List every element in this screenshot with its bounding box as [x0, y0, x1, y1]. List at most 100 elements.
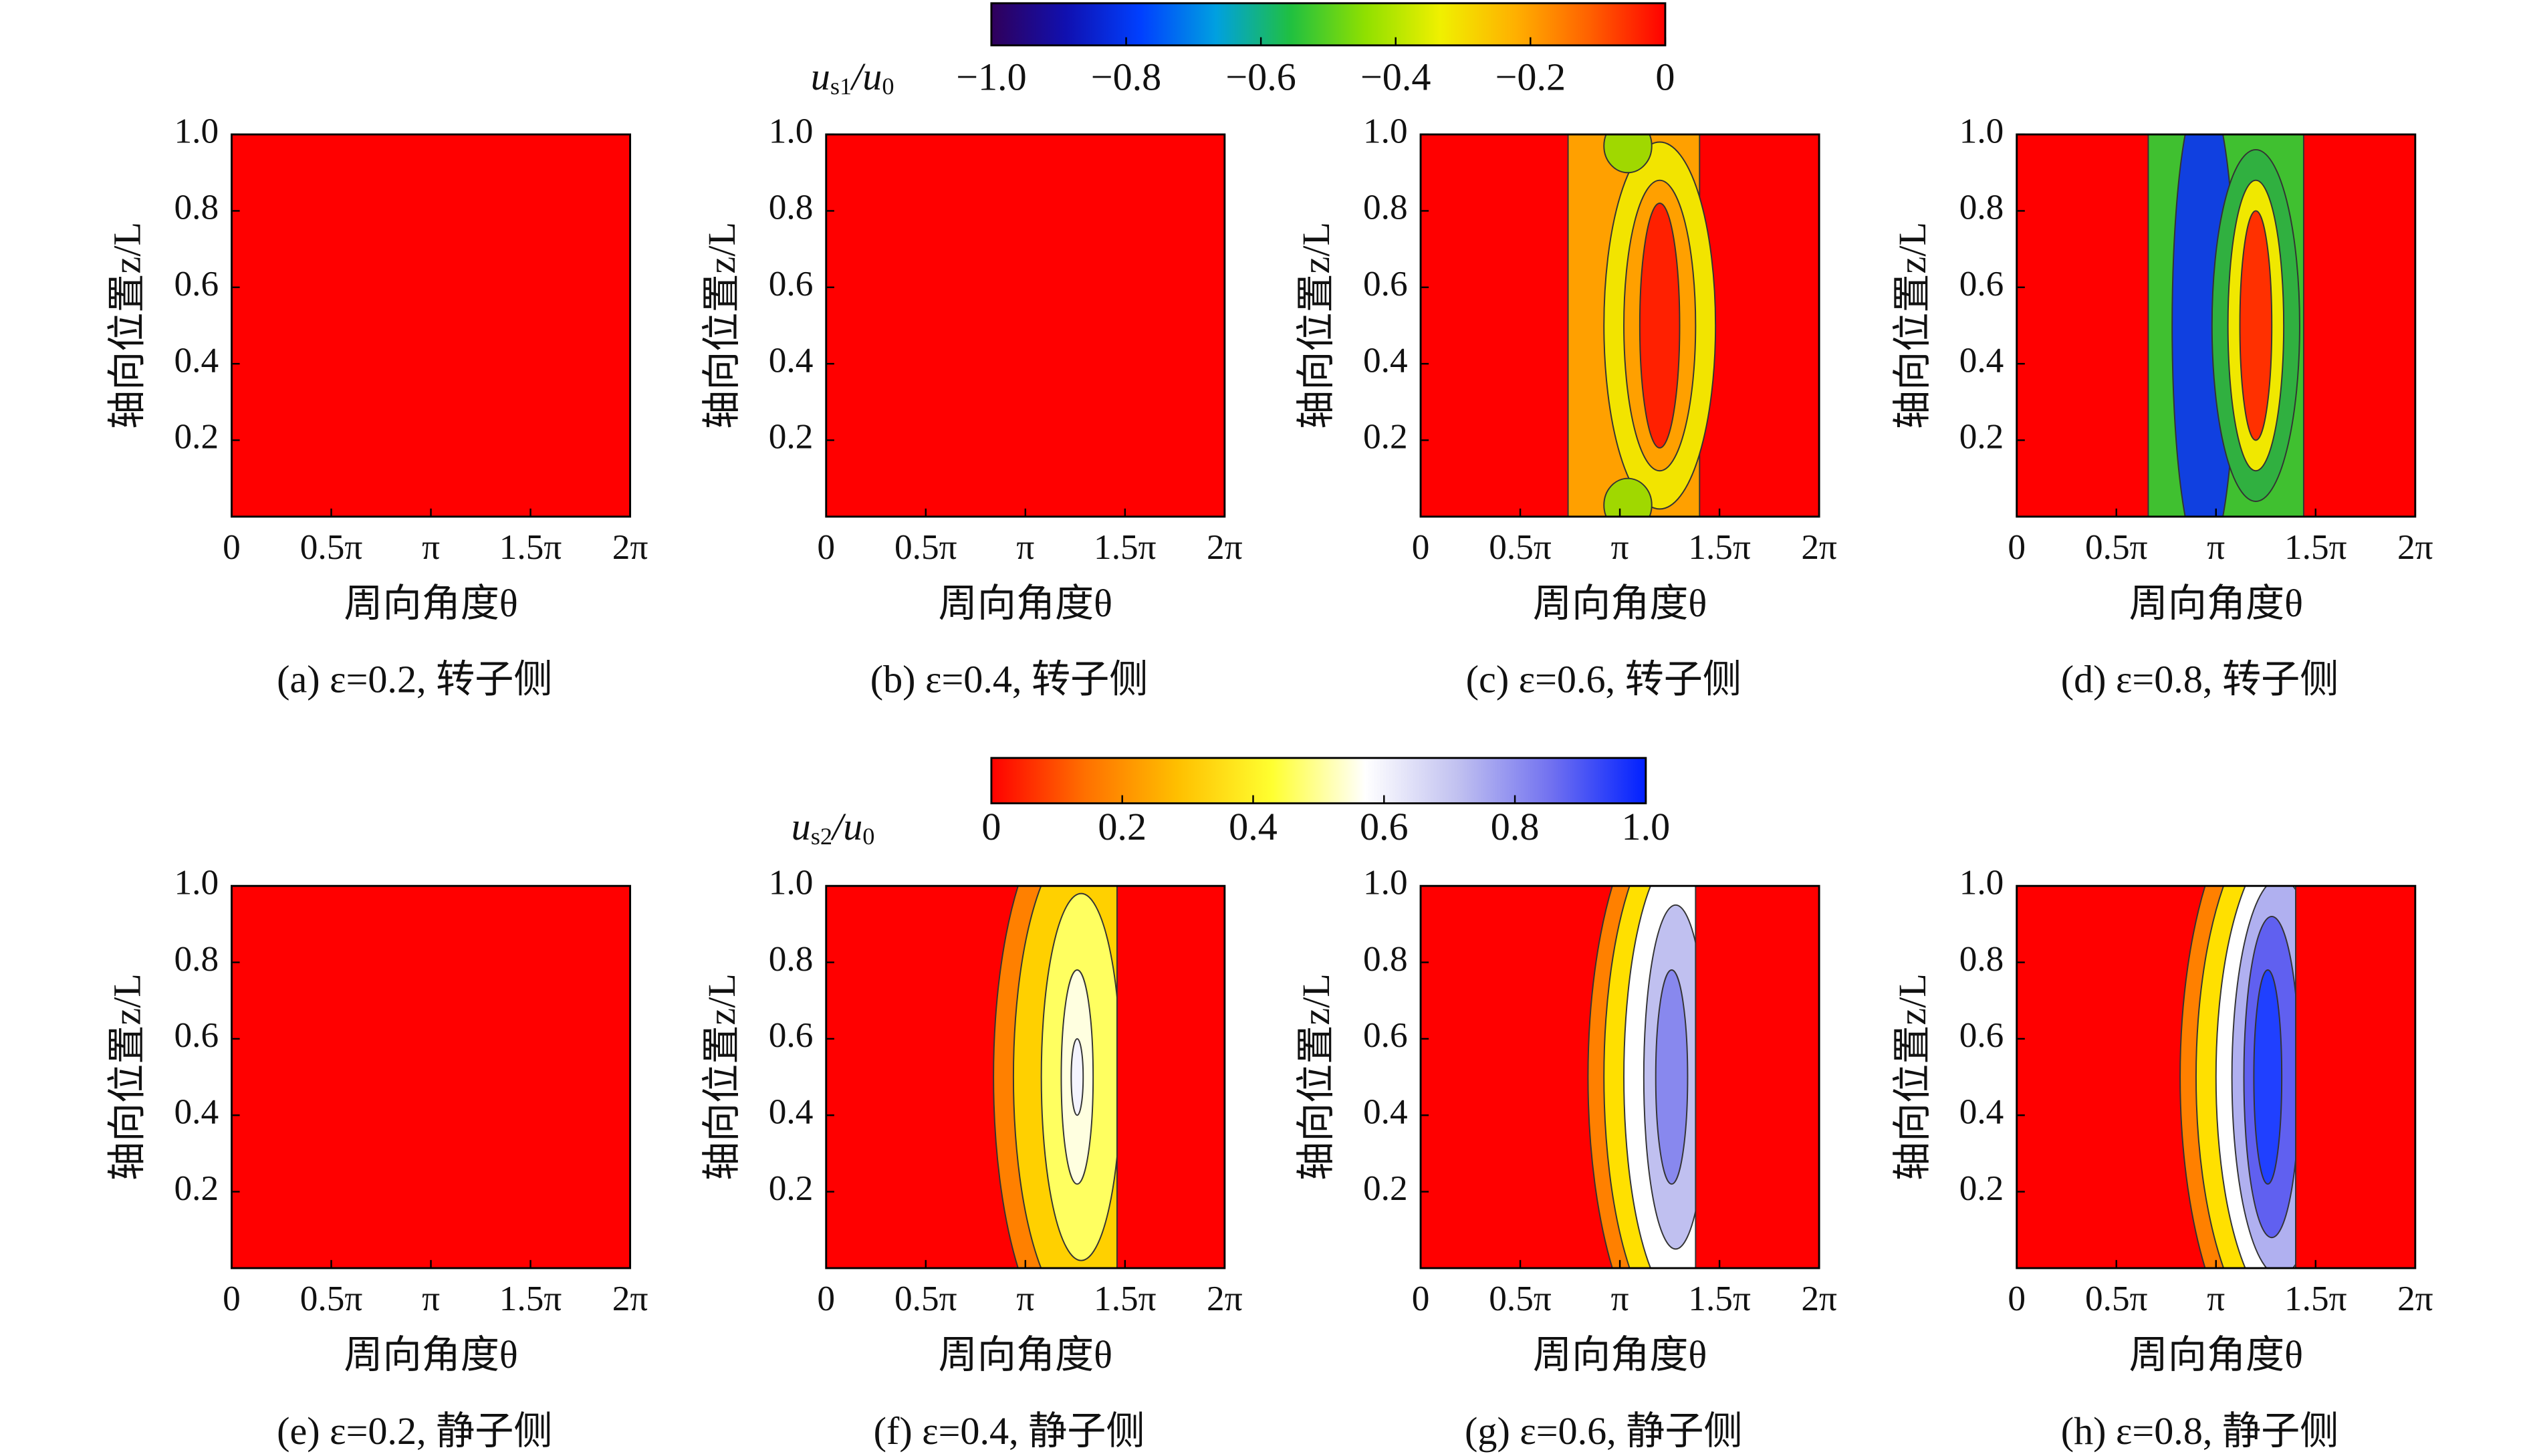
field-background	[826, 134, 1225, 517]
y-tick-label: 1.0	[174, 862, 219, 902]
colorbar	[990, 757, 1647, 805]
y-axis-label: 轴向位置z/L	[1891, 222, 1934, 429]
colorbar-label-part: s1	[830, 74, 852, 100]
x-axis-label: 周向角度θ	[939, 1333, 1112, 1376]
y-tick-label: 0.8	[769, 188, 814, 227]
plot-area	[1421, 134, 1820, 517]
contour-region	[1603, 134, 1653, 174]
x-tick-label: 1.5π	[2284, 527, 2347, 567]
colorbar-label-part: u	[792, 805, 811, 848]
panel-caption: (e) ε=0.2, 静子侧	[277, 1409, 552, 1453]
x-tick-label: 2π	[2397, 1279, 2433, 1318]
x-tick-label: 1.5π	[499, 1279, 562, 1318]
x-axis-label: 周向角度θ	[2129, 1333, 2303, 1376]
contour-region	[1695, 886, 1820, 1268]
y-tick-label: 0.2	[769, 1169, 814, 1208]
x-tick-label: 1.5π	[1688, 1279, 1751, 1318]
contour-region	[1655, 969, 1689, 1185]
y-tick-label: 0.2	[1959, 417, 2004, 457]
x-tick-label: 0.5π	[894, 527, 957, 567]
x-tick-label: 0.5π	[894, 1279, 957, 1318]
x-tick-label: 2π	[612, 1279, 648, 1318]
y-tick-label: 0.4	[769, 340, 814, 380]
x-tick-label: 2π	[1207, 527, 1243, 567]
x-tick-label: 0.5π	[300, 1279, 363, 1318]
y-tick-label: 0.2	[1959, 1169, 2004, 1208]
colorbar-label: us1/u0	[811, 55, 894, 100]
x-tick-label: π	[1611, 527, 1629, 567]
field-background	[231, 134, 630, 517]
y-tick-label: 0.4	[1363, 1092, 1408, 1132]
colorbar-tick-label: 0.4	[1229, 805, 1278, 848]
y-tick-label: 0.2	[1363, 417, 1408, 457]
colorbar-tick-label: 1.0	[1622, 805, 1671, 848]
y-tick-label: 0.8	[769, 939, 814, 979]
y-tick-label: 1.0	[174, 111, 219, 150]
contour-region	[1603, 477, 1653, 517]
panel-caption: (f) ε=0.4, 静子侧	[874, 1409, 1145, 1453]
x-tick-label: 0.5π	[300, 527, 363, 567]
x-tick-label: π	[1016, 1279, 1034, 1318]
y-tick-label: 0.6	[1363, 1015, 1408, 1055]
x-tick-label: π	[422, 1279, 440, 1318]
y-tick-label: 0.6	[1959, 264, 2004, 304]
y-tick-label: 0.8	[1363, 939, 1408, 979]
y-axis-label: 轴向位置z/L	[106, 222, 149, 429]
x-tick-label: 0.5π	[2085, 527, 2148, 567]
colorbar-label-part: /u	[850, 55, 882, 98]
contour-region	[1639, 203, 1681, 449]
x-tick-label: 1.5π	[1688, 527, 1751, 567]
y-axis-label: 轴向位置z/L	[1891, 973, 1934, 1181]
colorbar-tick-label: 0	[981, 805, 1001, 848]
contour-region	[2253, 969, 2283, 1185]
colorbar-tick-label: 0.2	[1098, 805, 1147, 848]
x-axis-label: 周向角度θ	[2129, 582, 2303, 625]
plot-area	[231, 886, 630, 1268]
x-tick-label: 1.5π	[499, 527, 562, 567]
y-tick-label: 0.6	[769, 264, 814, 304]
y-axis-label: 轴向位置z/L	[700, 222, 743, 429]
x-tick-label: π	[1016, 527, 1034, 567]
y-tick-label: 0.2	[174, 417, 219, 457]
y-tick-label: 0.8	[1959, 939, 2004, 979]
colorbar-tick-label: −0.6	[1225, 55, 1296, 98]
plot-area	[2016, 886, 2415, 1268]
plot-area	[826, 886, 1225, 1268]
y-tick-label: 0.4	[174, 340, 219, 380]
panel-caption: (g) ε=0.6, 静子侧	[1465, 1409, 1743, 1453]
y-tick-label: 0.8	[174, 188, 219, 227]
y-tick-label: 0.6	[174, 264, 219, 304]
colorbar-tick-label: 0.8	[1491, 805, 1540, 848]
x-tick-label: 2π	[1801, 1279, 1837, 1318]
y-tick-label: 0.4	[1959, 340, 2004, 380]
x-tick-label: 0.5π	[2085, 1279, 2148, 1318]
x-tick-label: 0.5π	[1489, 1279, 1552, 1318]
plot-area	[826, 134, 1225, 517]
y-tick-label: 0.4	[1363, 340, 1408, 380]
y-tick-label: 0.4	[1959, 1092, 2004, 1132]
contour-region	[2239, 210, 2273, 441]
x-tick-label: π	[2207, 1279, 2225, 1318]
panel-caption: (d) ε=0.8, 转子侧	[2061, 658, 2339, 701]
y-tick-label: 0.4	[769, 1092, 814, 1132]
y-tick-label: 1.0	[769, 111, 814, 150]
x-tick-label: 0	[2008, 527, 2026, 567]
contour-region	[1116, 886, 1225, 1268]
plot-area	[231, 134, 630, 517]
colorbar-tick-label: −0.2	[1495, 55, 1566, 98]
y-tick-label: 0.6	[1363, 264, 1408, 304]
x-axis-label: 周向角度θ	[344, 1333, 517, 1376]
x-tick-label: 0	[2008, 1279, 2026, 1318]
x-tick-label: 0	[817, 527, 835, 567]
plot-area	[1421, 886, 1820, 1268]
y-tick-label: 0.6	[1959, 1015, 2004, 1055]
x-tick-label: π	[2207, 527, 2225, 567]
colorbar-label-part: 0	[862, 823, 874, 850]
y-axis-label: 轴向位置z/L	[1294, 973, 1338, 1181]
x-tick-label: 0	[1412, 1279, 1430, 1318]
colorbar-tick-label: −0.4	[1360, 55, 1431, 98]
panel-caption: (h) ε=0.8, 静子侧	[2061, 1409, 2339, 1453]
y-tick-label: 0.8	[1363, 188, 1408, 227]
y-axis-label: 轴向位置z/L	[1294, 222, 1338, 429]
colorbar-label-part: /u	[830, 805, 862, 848]
